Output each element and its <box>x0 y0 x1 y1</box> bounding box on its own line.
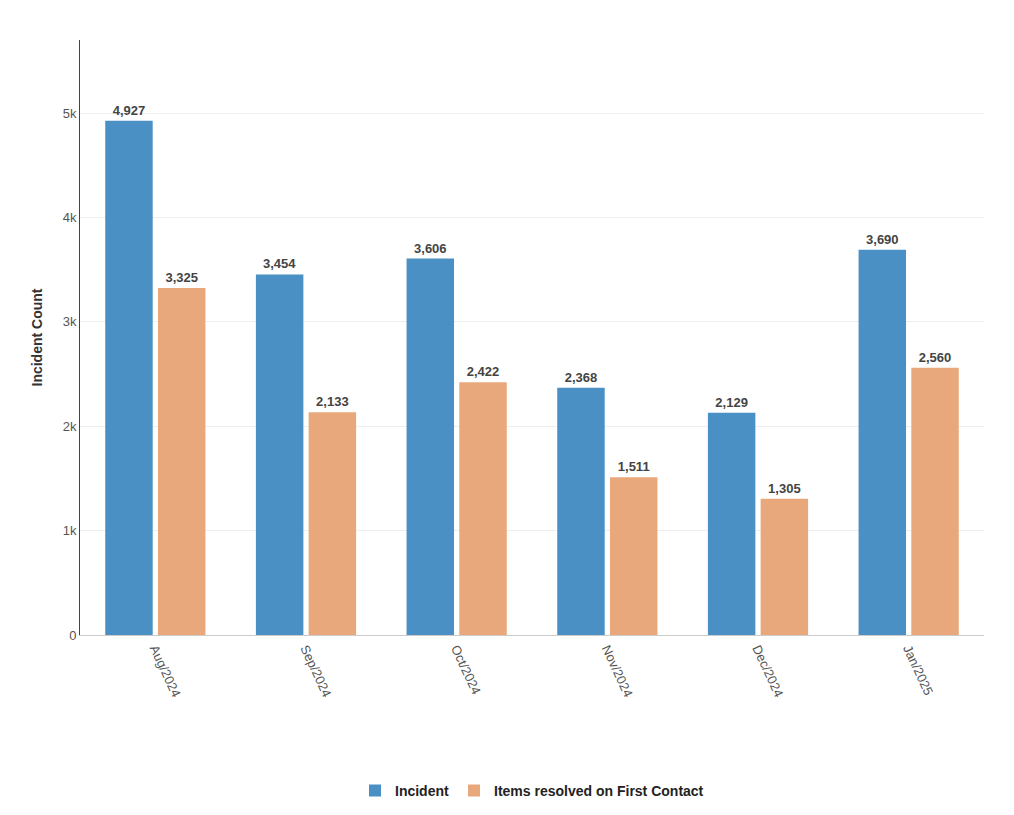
svg-text:2,560: 2,560 <box>919 350 952 365</box>
svg-text:2k: 2k <box>63 419 77 434</box>
svg-text:Nov/2024: Nov/2024 <box>599 643 636 700</box>
svg-text:3,325: 3,325 <box>165 270 198 285</box>
svg-text:1,305: 1,305 <box>768 481 801 496</box>
svg-text:Items resolved on First Contac: Items resolved on First Contact <box>494 783 704 799</box>
svg-text:4k: 4k <box>63 210 77 225</box>
svg-text:2,133: 2,133 <box>316 394 349 409</box>
svg-text:Jan/2025: Jan/2025 <box>900 643 936 698</box>
svg-text:Incident Count: Incident Count <box>29 288 45 386</box>
svg-text:Incident: Incident <box>395 783 449 799</box>
svg-text:1k: 1k <box>63 523 77 538</box>
svg-text:0: 0 <box>69 628 76 643</box>
svg-text:3,454: 3,454 <box>263 256 296 271</box>
svg-text:3,606: 3,606 <box>414 241 447 256</box>
svg-text:2,368: 2,368 <box>565 370 598 385</box>
svg-text:Oct/2024: Oct/2024 <box>448 643 484 697</box>
svg-text:Aug/2024: Aug/2024 <box>147 643 184 700</box>
svg-text:5k: 5k <box>63 106 77 121</box>
svg-text:3k: 3k <box>63 314 77 329</box>
svg-text:Sep/2024: Sep/2024 <box>297 643 334 700</box>
svg-text:2,422: 2,422 <box>467 364 500 379</box>
svg-text:4,927: 4,927 <box>113 103 146 118</box>
svg-text:3,690: 3,690 <box>866 232 899 247</box>
svg-text:1,511: 1,511 <box>618 459 650 474</box>
svg-text:Dec/2024: Dec/2024 <box>749 643 786 700</box>
svg-text:2,129: 2,129 <box>715 395 748 410</box>
